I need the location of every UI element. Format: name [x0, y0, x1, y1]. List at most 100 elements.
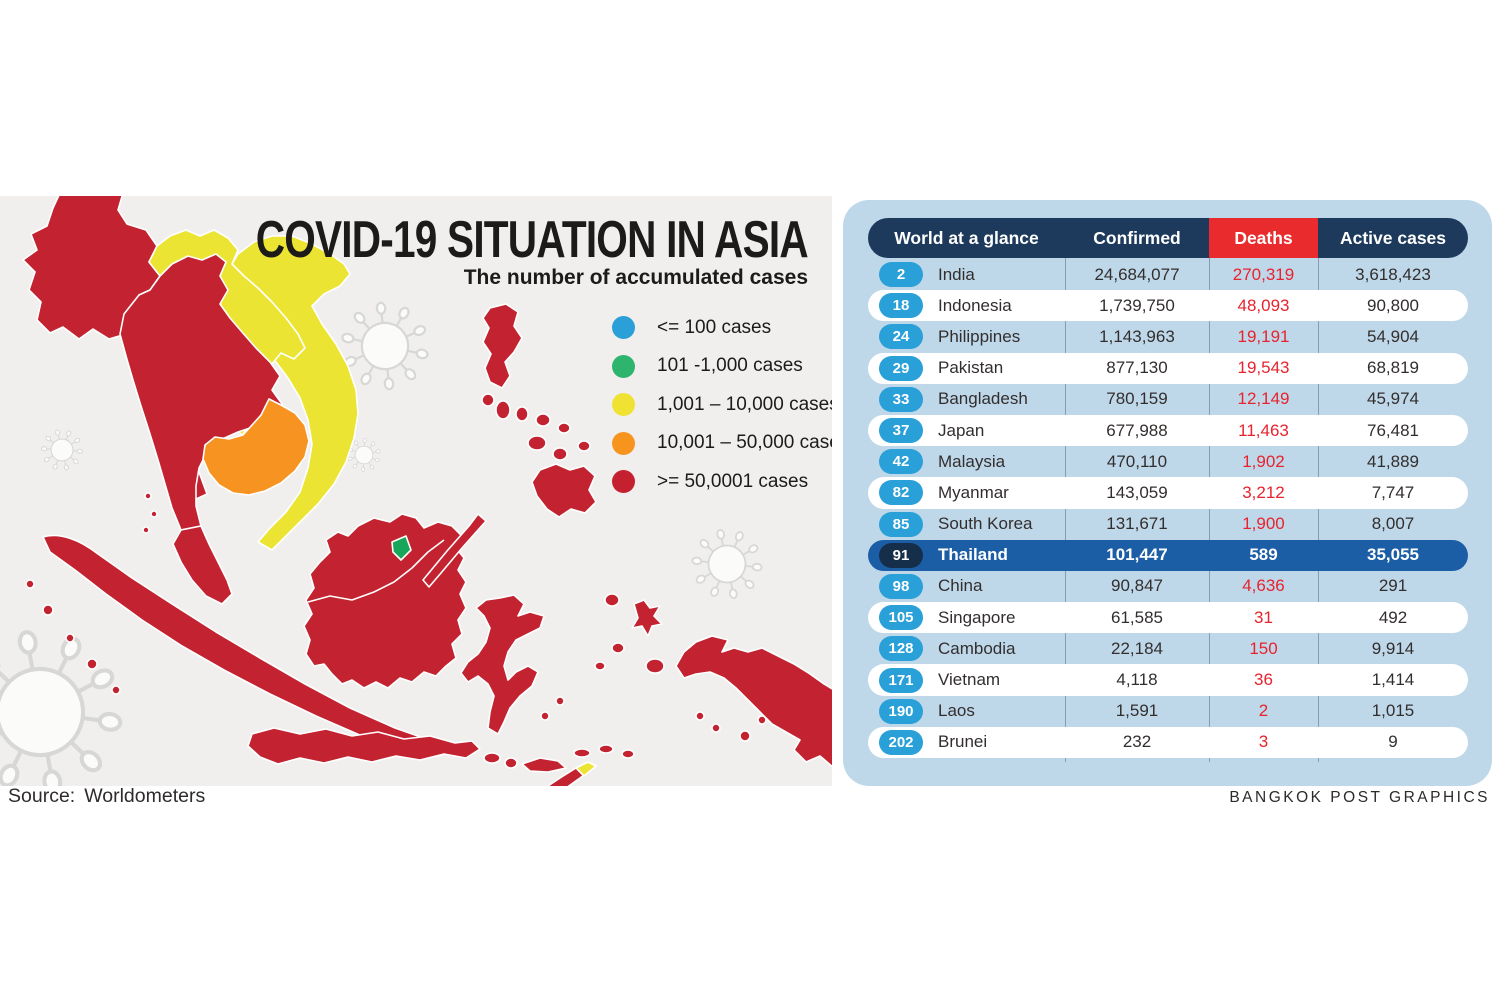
country-malaysia: [172, 525, 233, 605]
confirmed-value: 1,591: [1115, 701, 1159, 721]
country-cell: 2 India: [868, 262, 1065, 288]
header-active-cases: Active cases: [1339, 227, 1447, 248]
country-cell: 24 Philippines: [868, 324, 1065, 350]
source-note: Source: Worldometers: [8, 785, 205, 808]
rank-badge: 2: [879, 262, 923, 288]
country-name: Singapore: [938, 607, 1016, 627]
country-philippines: [422, 303, 597, 588]
deaths-value: 270,319: [1232, 264, 1295, 284]
table-row: 33 Bangladesh 780,159 12,149 45,974: [868, 384, 1468, 415]
confirmed-value: 22,184: [1111, 638, 1163, 658]
rank-badge: 37: [879, 418, 923, 444]
active-value: 9: [1388, 732, 1398, 752]
country-cell: 105 Singapore: [868, 605, 1065, 631]
confirmed-value: 470,110: [1106, 451, 1168, 471]
table-row: 2 India 24,684,077 270,319 3,618,423: [868, 259, 1468, 290]
cases-table-panel: World at a glance Confirmed Deaths Activ…: [843, 200, 1492, 786]
deaths-value: 31: [1254, 607, 1273, 627]
page-subtitle: The number of accumulated cases: [463, 266, 808, 289]
deaths-value: 1,902: [1242, 451, 1285, 471]
confirmed-value: 131,671: [1106, 514, 1168, 534]
table-row: 29 Pakistan 877,130 19,543 68,819: [868, 352, 1468, 384]
deaths-value: 11,463: [1238, 420, 1289, 440]
legend-swatch-icon: [612, 470, 635, 493]
country-name: Malaysia: [938, 451, 1006, 471]
active-value: 1,015: [1371, 701, 1415, 721]
table-row: 42 Malaysia 470,110 1,902 41,889: [868, 446, 1468, 477]
active-value: 45,974: [1367, 389, 1419, 409]
page-title: COVID-19 SITUATION IN ASIA: [255, 211, 809, 269]
table-row: 98 China 90,847 4,636 291: [868, 571, 1468, 602]
rank-badge: 171: [879, 667, 923, 693]
country-name: Vietnam: [938, 670, 1001, 690]
table-row: 190 Laos 1,591 2 1,015: [868, 696, 1468, 727]
active-value: 3,618,423: [1355, 264, 1431, 284]
country-cell: 82 Myanmar: [868, 480, 1065, 506]
country-name: Cambodia: [938, 638, 1016, 658]
country-name: Pakistan: [938, 358, 1004, 378]
table-header: World at a glance Confirmed Deaths Activ…: [868, 218, 1468, 258]
rank-badge: 128: [879, 636, 923, 662]
header-confirmed: Confirmed: [1093, 227, 1181, 248]
deaths-value: 12,149: [1237, 389, 1290, 409]
active-value: 492: [1378, 607, 1408, 627]
legend-label: 10,001 – 50,000 cases: [657, 432, 832, 453]
active-value: 41,889: [1367, 451, 1419, 471]
country-brunei: [391, 535, 412, 561]
confirmed-value: 877,130: [1106, 358, 1168, 378]
deaths-value: 19,543: [1237, 358, 1290, 378]
active-value: 35,055: [1367, 545, 1419, 565]
confirmed-value: 24,684,077: [1094, 264, 1180, 284]
legend-swatch-icon: [612, 393, 635, 416]
legend-label: >= 50,0001 cases: [657, 470, 809, 492]
country-cell: 171 Vietnam: [868, 667, 1065, 693]
confirmed-value: 677,988: [1106, 420, 1168, 440]
country-east-timor: [546, 761, 597, 786]
column-divider: [1318, 258, 1319, 762]
legend-swatch-icon: [612, 354, 635, 378]
rank-badge: 82: [879, 480, 923, 506]
deaths-value: 3,212: [1242, 482, 1285, 502]
table-row: 18 Indonesia 1,739,750 48,093 90,800: [868, 290, 1468, 322]
deaths-value: 1,900: [1242, 514, 1285, 534]
legend-label: <= 100 cases: [657, 316, 772, 338]
legend-swatch-icon: [612, 431, 635, 455]
deaths-value: 48,093: [1237, 295, 1290, 315]
rank-badge: 202: [879, 729, 923, 755]
source-label: Source:: [8, 785, 76, 807]
country-cell: 202 Brunei: [868, 729, 1065, 755]
legend-label: 101 -1,000 cases: [657, 355, 803, 376]
table-row: 37 Japan 677,988 11,463 76,481: [868, 414, 1468, 447]
country-cell: 91 Thailand: [868, 542, 1065, 568]
table-row: 85 South Korea 131,671 1,900 8,007: [868, 509, 1468, 540]
legend-label: 1,001 – 10,000 cases: [657, 393, 832, 415]
country-name: Bangladesh: [938, 389, 1028, 409]
rank-badge: 42: [879, 449, 923, 475]
table-row: 128 Cambodia 22,184 150 9,914: [868, 633, 1468, 664]
country-cell: 190 Laos: [868, 698, 1065, 724]
country-name: Thailand: [938, 545, 1008, 565]
country-name: Philippines: [938, 326, 1021, 346]
confirmed-value: 1,143,963: [1099, 326, 1175, 346]
table-row: 82 Myanmar 143,059 3,212 7,747: [868, 477, 1468, 509]
active-value: 9,914: [1371, 638, 1415, 658]
country-cell: 128 Cambodia: [868, 636, 1065, 662]
active-value: 7,747: [1371, 482, 1415, 502]
confirmed-value: 61,585: [1111, 607, 1163, 627]
rank-badge: 98: [879, 573, 923, 599]
active-value: 291: [1378, 576, 1408, 596]
deaths-value: 4,636: [1242, 576, 1285, 596]
source-value: Worldometers: [84, 785, 206, 807]
active-value: 8,007: [1371, 514, 1415, 534]
country-cambodia: [202, 398, 310, 496]
southeast-asia-map: [0, 196, 832, 786]
header-world-at-a-glance: World at a glance: [894, 227, 1039, 248]
confirmed-value: 143,059: [1106, 482, 1168, 502]
column-divider: [1209, 258, 1210, 762]
deaths-value: 150: [1249, 638, 1278, 658]
confirmed-value: 101,447: [1106, 545, 1168, 565]
virus-icon: [33, 421, 90, 478]
active-value: 76,481: [1367, 420, 1419, 440]
confirmed-value: 90,847: [1111, 576, 1163, 596]
